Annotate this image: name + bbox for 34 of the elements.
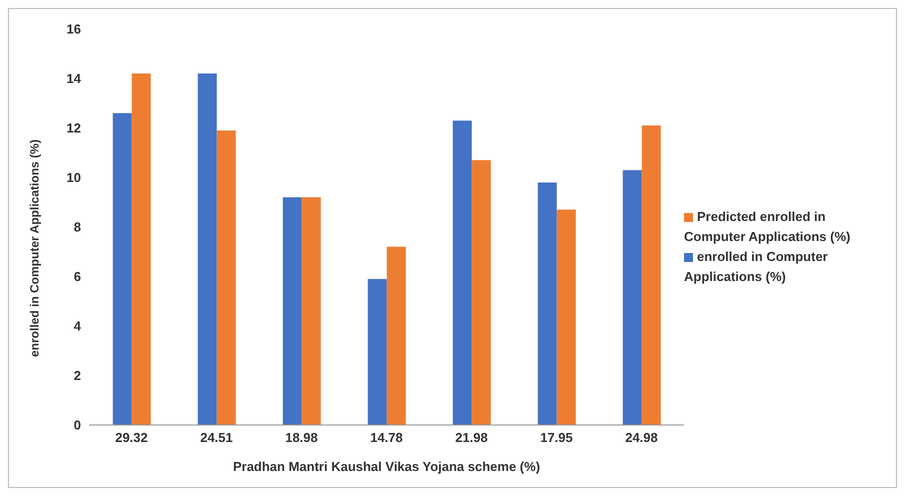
x-tick-label: 21.98 bbox=[455, 430, 488, 446]
bar bbox=[538, 182, 557, 425]
bar bbox=[556, 210, 576, 425]
bar bbox=[216, 130, 236, 425]
y-tick-label: 8 bbox=[74, 220, 81, 235]
bar bbox=[642, 126, 661, 425]
bar bbox=[452, 120, 472, 425]
y-axis-title: enrolled in Computer Applications (%) bbox=[27, 139, 42, 357]
x-tick-label: 24.98 bbox=[625, 430, 658, 446]
y-tick-label: 4 bbox=[74, 318, 82, 334]
x-axis-title: Pradhan Mantri Kaushal Vikas Yojana scheme (%) bbox=[232, 459, 540, 474]
bar bbox=[472, 160, 491, 425]
bar bbox=[368, 278, 387, 425]
x-tick-label: 14.78 bbox=[370, 430, 403, 446]
bar bbox=[386, 246, 406, 425]
legend-label: enrolled in Computer Applications (%) bbox=[684, 249, 828, 284]
x-tick-label: 17.95 bbox=[540, 430, 573, 446]
y-tick-label: 14 bbox=[66, 71, 82, 86]
bar bbox=[112, 113, 132, 425]
bar bbox=[132, 74, 151, 425]
y-tick-label: 0 bbox=[74, 418, 81, 433]
y-tick-label: 10 bbox=[66, 170, 81, 186]
bar bbox=[622, 170, 642, 425]
y-tick-label: 6 bbox=[74, 269, 81, 284]
bar bbox=[198, 74, 217, 425]
legend-label: Predicted enrolled in Computer Applications (%) bbox=[684, 209, 850, 244]
x-tick-label: 24.51 bbox=[200, 430, 233, 446]
x-tick-label: 29.32 bbox=[115, 430, 148, 446]
y-tick-label: 2 bbox=[74, 368, 81, 384]
bar bbox=[282, 197, 302, 425]
x-tick-label: 18.98 bbox=[285, 430, 318, 446]
y-tick-label: 12 bbox=[66, 120, 81, 136]
bar bbox=[302, 197, 321, 425]
y-tick-label: 16 bbox=[66, 22, 81, 37]
